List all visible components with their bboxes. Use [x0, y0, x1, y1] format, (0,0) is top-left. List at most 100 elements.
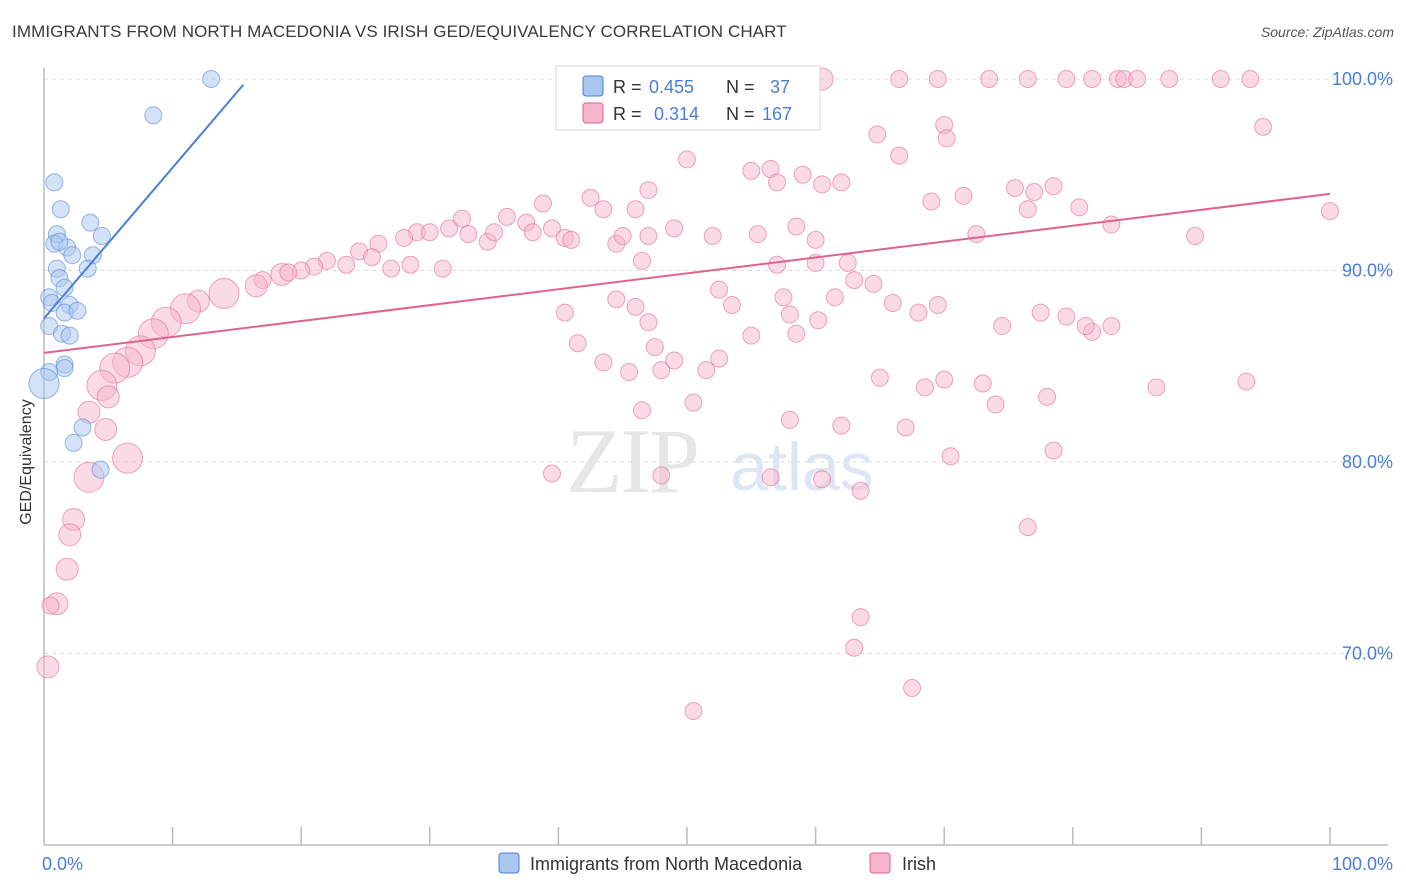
y-tick-label-90: 90.0% [1342, 261, 1393, 281]
chart-title: IMMIGRANTS FROM NORTH MACEDONIA VS IRISH… [12, 22, 787, 41]
north-macedonia-point-4 [81, 213, 100, 232]
irish-point-87 [94, 417, 118, 441]
irish-point-15 [937, 129, 956, 148]
irish-point-120 [825, 288, 844, 307]
tick-labels: 70.0% 80.0% 90.0% 100.0% 0.0% 100.0% [42, 69, 1393, 874]
north-macedonia-point-20 [68, 301, 87, 320]
irish-point-150 [851, 481, 870, 500]
irish-trend-line [43, 192, 1331, 354]
irish-point-141 [632, 401, 651, 420]
series-legend: Immigrants from North Macedonia Irish [498, 852, 936, 874]
irish-point-122 [870, 368, 889, 387]
irish-point-49 [542, 219, 561, 238]
irish-point-17 [678, 150, 696, 169]
irish-point-109 [1057, 307, 1076, 326]
north-macedonia-point-10 [63, 246, 82, 265]
irish-point-19 [793, 165, 812, 184]
north-macedonia-point-2 [45, 173, 64, 192]
irish-point-118 [652, 361, 671, 380]
irish-point-148 [761, 468, 780, 487]
irish-point-91 [58, 523, 82, 547]
irish-point-60 [967, 225, 986, 244]
north-macedonia-point-27 [28, 367, 60, 399]
y-tick-label-80: 80.0% [1342, 452, 1393, 472]
irish-point-12 [1241, 70, 1260, 88]
irish-point-115 [742, 326, 761, 345]
irish-point-25 [1025, 182, 1044, 201]
irish-point-103 [864, 274, 883, 293]
irish-point-99 [723, 295, 742, 314]
north-macedonia-point-9 [50, 232, 69, 251]
legend-item-north-macedonia: Immigrants from North Macedonia [530, 854, 803, 874]
legend-item-irish: Irish [902, 854, 936, 874]
irish-point-88 [112, 442, 144, 474]
north-macedonia-point-1 [144, 106, 163, 125]
irish-point-5 [1057, 70, 1076, 88]
watermark: ZIP atlas [566, 410, 874, 512]
irish-point-65 [362, 248, 381, 267]
irish-point-156 [542, 464, 561, 483]
irish-point-57 [748, 225, 767, 244]
irish-point-47 [485, 223, 504, 242]
watermark-atlas: atlas [730, 429, 874, 505]
legend-n-label-blue: N = [726, 77, 755, 97]
axes [43, 68, 1388, 846]
irish-point-152 [851, 608, 870, 627]
irish-point-4 [1018, 70, 1037, 88]
irish-point-34 [581, 188, 600, 207]
legend-n-value-blue: 37 [770, 77, 790, 97]
irish-point-45 [459, 225, 478, 244]
irish-point-102 [845, 271, 864, 290]
irish-point-36 [626, 200, 645, 219]
irish-point-151 [652, 466, 671, 485]
irish-point-41 [440, 219, 459, 238]
irish-point-130 [1076, 317, 1095, 336]
irish-point-101 [780, 305, 799, 324]
irish-point-134 [639, 313, 658, 332]
irish-point-6 [1083, 70, 1102, 88]
y-tick-label-100: 100.0% [1332, 69, 1393, 89]
irish-point-48 [523, 223, 542, 242]
legend-swatch-blue [582, 75, 604, 97]
irish-point-22 [813, 175, 832, 194]
irish-point-124 [935, 370, 954, 389]
irish-point-92 [55, 557, 79, 581]
north-macedonia-point-3 [51, 200, 70, 219]
irish-point-28 [768, 173, 787, 192]
irish-point-29 [922, 192, 941, 211]
irish-point-95 [36, 655, 60, 679]
irish-point-38 [497, 207, 516, 226]
irish-point-108 [1031, 303, 1050, 322]
legend-r-value-blue: 0.455 [649, 77, 694, 97]
north-macedonia-point-17 [42, 294, 61, 313]
irish-point-44 [420, 223, 439, 242]
irish-point-119 [684, 393, 703, 412]
irish-point-68 [382, 259, 401, 278]
irish-point-21 [742, 161, 761, 180]
irish-point-123 [915, 378, 934, 397]
irish-point-97 [632, 251, 651, 270]
trend-lines [43, 84, 1331, 354]
irish-point-43 [395, 228, 414, 247]
north-macedonia-points [28, 70, 221, 479]
irish-point-9 [1128, 70, 1147, 88]
source-label: Source: ZipAtlas.com [1260, 24, 1394, 40]
irish-point-143 [832, 416, 851, 435]
irish-point-128 [1147, 378, 1166, 397]
irish-point-85 [96, 385, 120, 409]
irish-point-105 [909, 303, 928, 322]
legend-item-north-macedonia-swatch [498, 852, 520, 874]
irish-point-33 [639, 181, 658, 200]
north-macedonia-point-28 [73, 418, 92, 437]
irish-point-31 [1070, 198, 1089, 217]
correlation-legend: R = 0.455 N = 37 R = 0.314 N = 167 [555, 65, 821, 131]
irish-point-153 [845, 638, 864, 657]
irish-point-104 [883, 294, 902, 313]
irish-point-23 [954, 186, 973, 205]
irish-point-138 [555, 303, 574, 322]
irish-point-100 [774, 288, 793, 307]
irish-point-107 [993, 317, 1012, 336]
legend-item-irish-swatch [869, 852, 891, 874]
irish-point-140 [594, 353, 613, 372]
